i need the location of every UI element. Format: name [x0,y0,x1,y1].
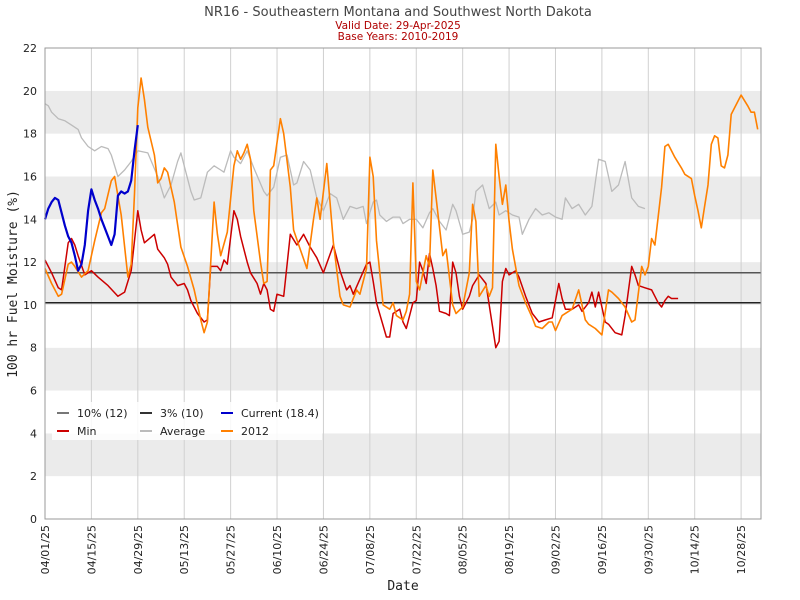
series-line [44,77,759,336]
grid-band [45,133,761,177]
y-tick-label: 0 [30,513,37,526]
y-tick-label: 20 [23,85,37,98]
grid-band [45,176,761,220]
legend: 10% (12) 3% (10) Current (18.4) Min Average 2… [52,402,322,440]
x-tick-label: 10/28/25 [735,525,748,574]
x-tick-label: 07/08/25 [364,525,377,574]
chart-subtitle-valid-date: Valid Date: 29-Apr-2025 [335,20,461,32]
plot-frame [44,47,762,520]
grid-band [45,304,761,348]
grid-band [45,347,761,391]
y-tick-label: 18 [23,128,37,141]
x-tick-label: 06/10/25 [271,525,284,574]
series-line [44,209,679,349]
y-tick-label: 10 [23,299,37,312]
series-lines [43,77,759,349]
background-bands [45,48,761,519]
x-tick-label: 09/16/25 [596,525,609,574]
grid-band [45,219,761,263]
y-tick-label: 4 [30,427,37,440]
x-tick-label: 04/01/25 [39,525,52,574]
grid-band [45,476,761,519]
x-axis-label: Date [387,579,418,594]
y-axis-label: 100 hr Fuel Moisture (%) [6,190,21,378]
x-tick-label: 04/15/25 [85,525,98,574]
y-tick-label: 2 [30,470,37,483]
x-tick-label: 04/29/25 [132,525,145,574]
y-tick-label: 12 [23,256,37,269]
x-tick-label: 05/13/25 [178,525,191,574]
x-tick-label: 10/14/25 [689,525,702,574]
legend-label: 2012 [241,425,269,438]
grid-band [45,48,761,91]
x-tick-label: 05/27/25 [225,525,238,574]
y-tick-labels: 0 2 4 6 8 10 12 14 16 18 20 22 [23,42,37,526]
grid-band [45,433,761,477]
grid-band [45,262,761,305]
x-tick-labels: 04/01/25 04/15/25 04/29/25 05/13/25 05/27/25… [39,525,748,574]
y-tick-label: 14 [23,213,37,226]
chart-subtitle-base-years: Base Years: 2010-2019 [338,31,459,43]
x-tick-label: 08/05/25 [457,525,470,574]
x-tick-label: 09/30/25 [642,525,655,574]
y-tick-label: 22 [23,42,37,55]
series-line [43,124,139,272]
legend-label: 3% (10) [160,407,204,420]
legend-label: Average [160,425,205,438]
x-tick-label: 09/02/25 [549,525,562,574]
series-line [44,103,646,235]
legend-label: Current (18.4) [241,407,319,420]
legend-label: 10% (12) [77,407,128,420]
x-tick-label: 07/22/25 [410,525,423,574]
legend-label: Min [77,425,97,438]
y-tick-label: 16 [23,170,37,183]
x-tick-label: 06/24/25 [317,525,330,574]
legend-box [52,402,322,440]
x-tick-label: 08/19/25 [503,525,516,574]
grid-band [45,90,761,134]
y-tick-label: 6 [30,385,37,398]
chart-title: NR16 - Southeastern Montana and Southwes… [204,5,592,20]
y-tick-label: 8 [30,342,37,355]
